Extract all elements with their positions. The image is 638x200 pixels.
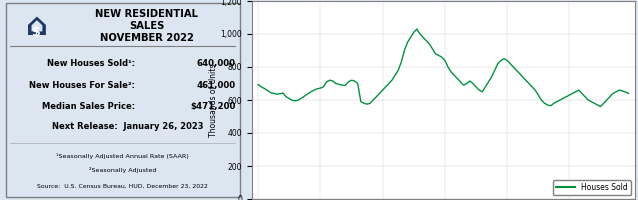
Text: 640,000: 640,000 [197, 59, 235, 68]
Text: Next Release:  January 26, 2023: Next Release: January 26, 2023 [52, 122, 204, 131]
Text: SALES: SALES [129, 21, 165, 31]
Text: New Houses For Sale²:: New Houses For Sale²: [29, 81, 135, 90]
Text: New Houses Sold¹:: New Houses Sold¹: [47, 59, 135, 68]
Text: ²Seasonally Adjusted: ²Seasonally Adjusted [89, 167, 156, 173]
Text: NEW RESIDENTIAL: NEW RESIDENTIAL [95, 9, 198, 19]
Text: $471,200: $471,200 [190, 102, 235, 111]
Text: ⌂: ⌂ [26, 12, 48, 41]
Text: 461,000: 461,000 [197, 81, 235, 90]
FancyBboxPatch shape [6, 3, 240, 197]
Y-axis label: Thousands of Units: Thousands of Units [209, 63, 218, 137]
Text: NOVEMBER 2022: NOVEMBER 2022 [100, 33, 194, 43]
Text: Source:  U.S. Census Bureau, HUD, December 23, 2022: Source: U.S. Census Bureau, HUD, Decembe… [38, 184, 208, 189]
Legend: Houses Sold: Houses Sold [553, 180, 631, 195]
Text: Median Sales Price:: Median Sales Price: [41, 102, 135, 111]
Text: $: $ [33, 26, 41, 39]
Text: ¹Seasonally Adjusted Annual Rate (SAAR): ¹Seasonally Adjusted Annual Rate (SAAR) [57, 153, 189, 159]
